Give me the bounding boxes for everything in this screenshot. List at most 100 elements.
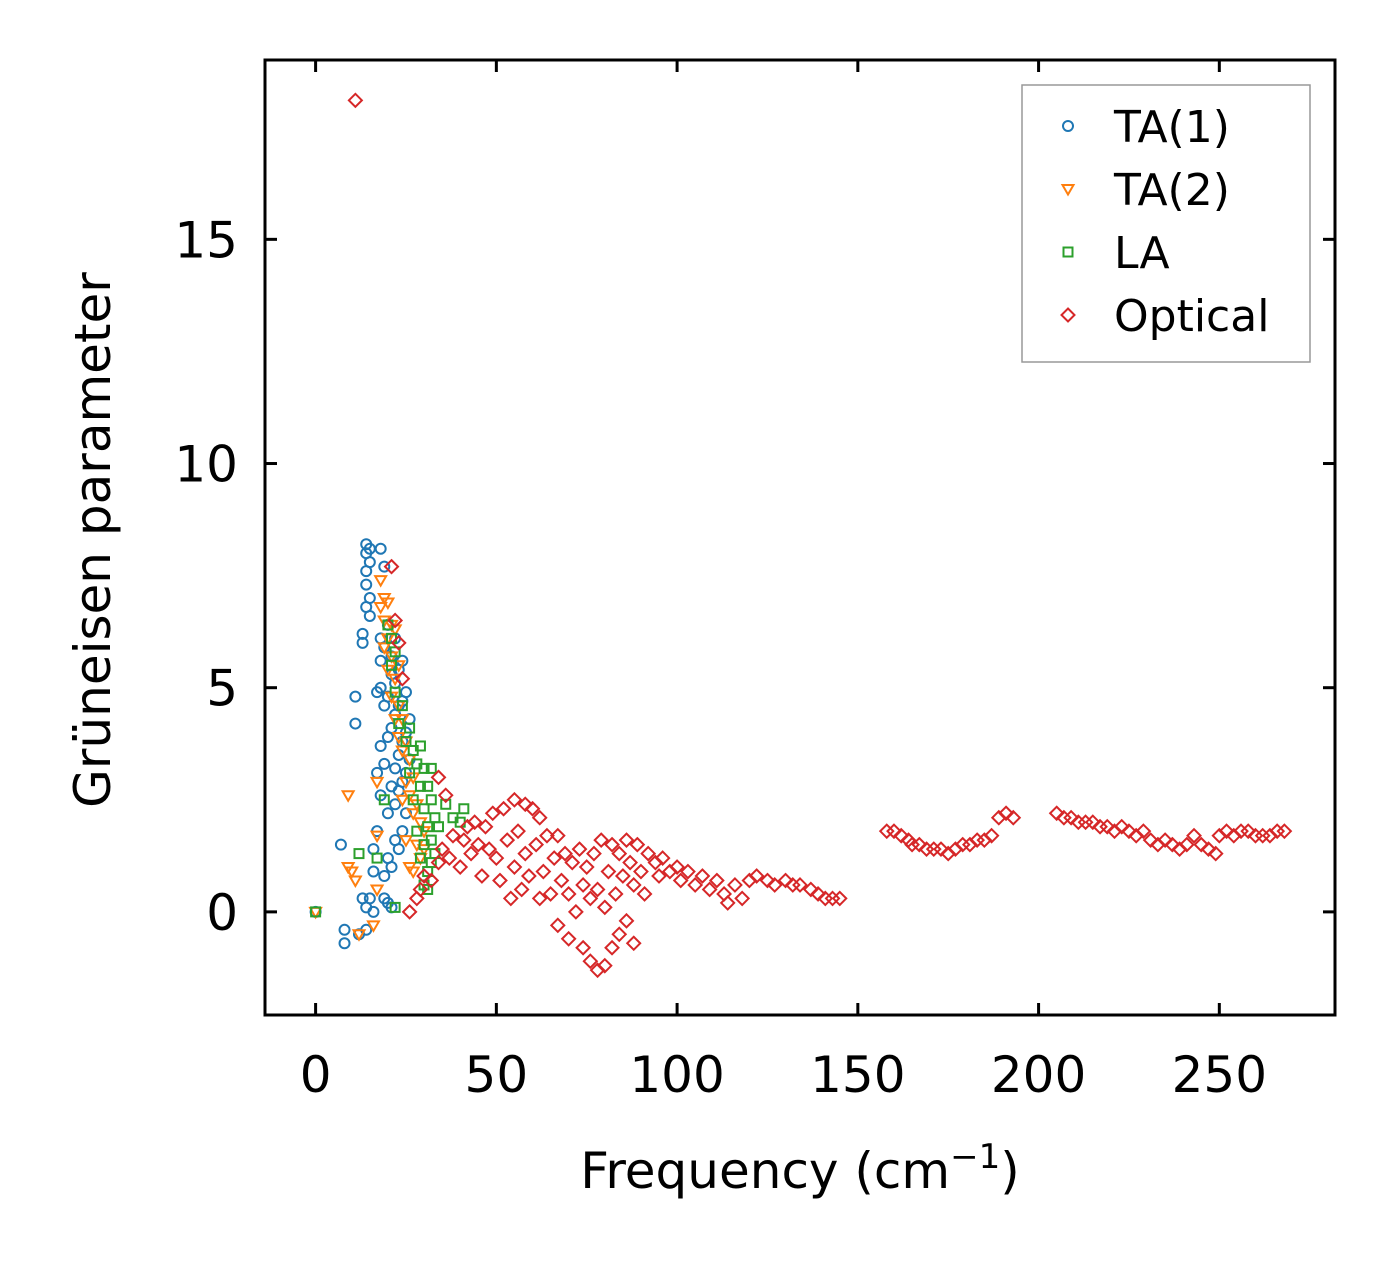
data-point <box>600 863 617 880</box>
data-point <box>414 852 426 864</box>
data-point <box>651 868 667 884</box>
data-point <box>445 827 461 844</box>
data-point <box>1048 805 1065 822</box>
data-point <box>680 863 696 880</box>
data-point <box>466 814 483 831</box>
data-point <box>389 762 402 775</box>
data-point <box>405 866 421 880</box>
legend-marker <box>1062 120 1074 132</box>
data-point <box>378 560 391 573</box>
data-point <box>604 836 620 853</box>
data-point <box>1099 818 1116 835</box>
data-point <box>784 877 801 893</box>
data-point <box>437 787 454 804</box>
data-point <box>513 881 530 898</box>
data-point <box>831 890 848 907</box>
data-point <box>430 854 447 871</box>
data-point <box>367 905 380 918</box>
data-point <box>1207 845 1224 862</box>
data-point <box>954 836 971 853</box>
data-point <box>369 830 385 844</box>
data-point <box>893 827 910 844</box>
legend-entry: Optical <box>1060 291 1269 342</box>
x-axis-title-close: ) <box>1000 1142 1020 1200</box>
data-point <box>524 800 541 817</box>
data-point <box>1240 823 1257 840</box>
data-point <box>1164 836 1181 853</box>
data-point <box>425 762 437 774</box>
data-point <box>1005 809 1022 826</box>
series-optical <box>347 92 1293 979</box>
data-point <box>918 841 935 858</box>
data-point <box>463 845 479 862</box>
data-point <box>404 767 416 779</box>
data-point <box>1070 814 1087 831</box>
data-point <box>404 722 416 734</box>
data-point <box>422 883 434 895</box>
data-point <box>369 884 385 897</box>
data-point <box>310 906 322 918</box>
data-point <box>925 841 942 858</box>
plot-frame <box>263 58 1337 1017</box>
data-point <box>495 800 512 817</box>
data-point <box>1247 827 1264 844</box>
data-point <box>694 868 711 884</box>
data-point <box>669 859 686 875</box>
data-point <box>383 558 400 575</box>
data-point <box>633 863 649 880</box>
data-point <box>433 821 445 833</box>
y-tick-label: 10 <box>174 436 238 494</box>
data-point <box>528 836 545 853</box>
x-tick-label: 150 <box>810 1046 905 1104</box>
data-point <box>338 923 351 936</box>
data-point <box>374 681 387 694</box>
data-point <box>481 841 498 858</box>
data-point <box>911 836 928 853</box>
data-point <box>499 832 516 849</box>
data-point <box>1254 827 1271 844</box>
data-point <box>470 836 487 853</box>
data-point <box>549 917 566 934</box>
data-point <box>611 926 628 943</box>
data-point <box>560 930 577 947</box>
data-point <box>734 890 751 907</box>
data-point <box>878 823 895 840</box>
data-point <box>560 886 577 902</box>
legend-entry: LA <box>1062 228 1170 279</box>
data-point <box>363 592 376 605</box>
data-point <box>488 850 505 866</box>
data-point <box>347 92 364 109</box>
data-point <box>983 827 1000 844</box>
data-point <box>411 825 423 837</box>
y-tick-label: 15 <box>174 211 238 269</box>
x-axis-title-superscript: −1 <box>950 1137 1000 1177</box>
data-point <box>701 881 718 898</box>
data-point <box>1233 823 1249 840</box>
data-point <box>477 818 494 835</box>
data-point <box>636 886 653 902</box>
data-point <box>727 877 743 893</box>
data-point <box>1193 836 1210 853</box>
data-point <box>748 868 765 884</box>
data-point <box>363 556 376 569</box>
data-point <box>824 890 841 907</box>
data-point <box>1200 841 1217 858</box>
data-point <box>502 890 519 907</box>
data-point <box>422 821 434 833</box>
data-point <box>1077 814 1094 831</box>
data-point <box>604 939 620 956</box>
data-point <box>455 832 472 849</box>
data-point <box>399 686 412 699</box>
data-point <box>535 863 552 880</box>
legend-label: LA <box>1114 228 1170 279</box>
data-point <box>998 805 1014 822</box>
data-point <box>430 769 447 786</box>
y-axis-title: Grüneisen parameter <box>64 272 122 808</box>
data-point <box>607 886 624 902</box>
data-point <box>353 848 365 860</box>
data-point <box>589 881 606 898</box>
data-point <box>373 601 388 615</box>
data-point <box>593 832 610 849</box>
data-point <box>629 836 646 853</box>
